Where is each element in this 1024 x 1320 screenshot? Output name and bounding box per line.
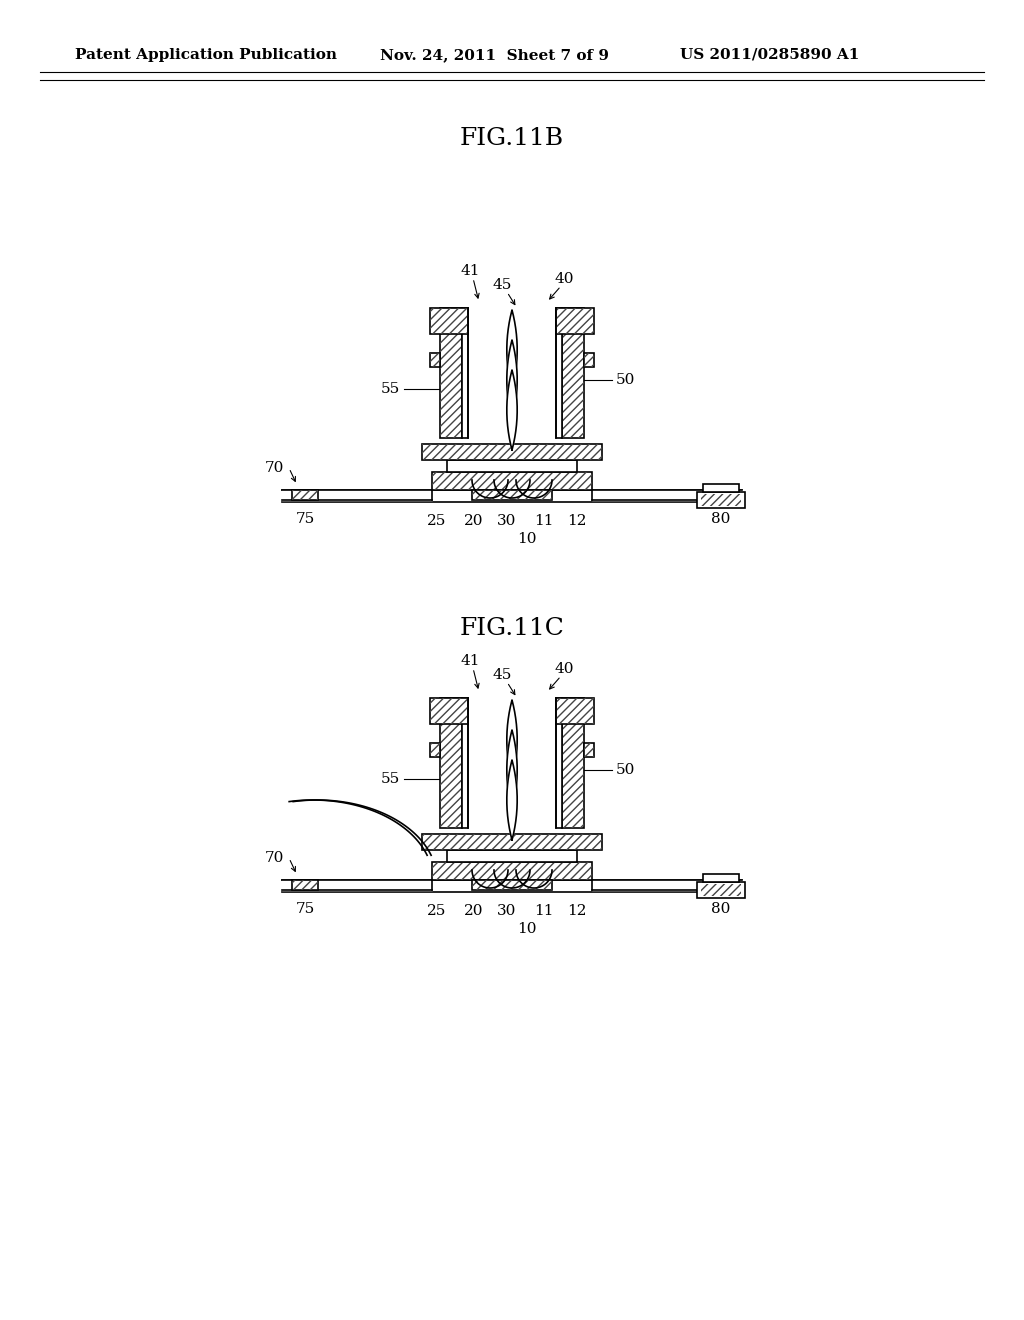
Text: 41: 41 [460,264,480,279]
Bar [430,308,468,334]
Bar [697,882,745,898]
Bar [556,698,594,723]
Bar [472,490,552,500]
Bar [432,473,592,490]
Text: 55: 55 [381,772,400,785]
Bar [556,308,594,334]
Polygon shape [507,370,517,450]
Bar [292,880,318,890]
Bar [432,862,592,880]
Text: 70: 70 [264,461,284,475]
Bar [562,308,584,438]
Bar [422,444,602,459]
Text: 50: 50 [616,372,635,387]
Text: 25: 25 [427,904,446,917]
Text: 12: 12 [567,513,587,528]
Text: 10: 10 [517,921,537,936]
Bar [422,834,602,850]
Bar [432,473,592,490]
Text: 20: 20 [464,513,483,528]
Bar [562,698,584,828]
Bar [292,490,318,500]
Bar [584,742,594,756]
Text: 11: 11 [535,513,554,528]
Polygon shape [507,730,517,810]
Bar [430,352,440,367]
Text: FIG.11B: FIG.11B [460,127,564,150]
Bar [440,698,462,828]
Text: US 2011/0285890 A1: US 2011/0285890 A1 [680,48,859,62]
Bar [447,459,577,473]
Polygon shape [507,700,517,780]
Bar [440,308,462,438]
Bar [422,444,602,459]
Text: 30: 30 [498,904,517,917]
Bar [562,308,584,438]
Text: 75: 75 [295,902,314,916]
Text: Patent Application Publication: Patent Application Publication [75,48,337,62]
Bar [472,880,552,890]
Bar [472,490,552,500]
Polygon shape [507,760,517,840]
Bar [430,352,440,367]
Bar [701,884,741,896]
Text: Nov. 24, 2011  Sheet 7 of 9: Nov. 24, 2011 Sheet 7 of 9 [380,48,609,62]
Bar [697,492,745,508]
Bar [432,862,592,880]
Text: 45: 45 [493,668,512,682]
Bar [422,834,602,850]
Text: 70: 70 [264,851,284,865]
Text: FIG.11C: FIG.11C [460,616,564,640]
Text: 40: 40 [554,272,573,286]
Bar [440,698,462,828]
Text: 11: 11 [535,904,554,917]
Bar [462,698,468,828]
Text: 12: 12 [567,904,587,917]
Bar [584,352,594,367]
Bar [703,874,739,882]
Bar [701,494,741,506]
Text: 41: 41 [460,653,480,668]
Text: 55: 55 [381,381,400,396]
Bar [430,742,440,756]
Text: 80: 80 [712,902,731,916]
Bar [292,880,318,890]
Text: 25: 25 [427,513,446,528]
Bar [556,698,562,828]
Bar [703,484,739,492]
Bar [447,850,577,862]
Bar [292,490,318,500]
Polygon shape [507,341,517,420]
Bar [430,698,468,723]
Text: 20: 20 [464,904,483,917]
Text: 75: 75 [295,512,314,525]
Bar [584,742,594,756]
Text: 40: 40 [554,663,573,676]
Text: 80: 80 [712,512,731,525]
Bar [472,880,552,890]
Bar [584,352,594,367]
Bar [462,308,468,438]
Polygon shape [507,310,517,389]
Text: 50: 50 [616,763,635,776]
Bar [556,308,594,334]
Bar [430,698,468,723]
Bar [430,742,440,756]
Text: 10: 10 [517,532,537,546]
Bar [701,494,741,506]
Bar [556,698,594,723]
Bar [440,308,462,438]
Bar [701,884,741,896]
Text: 45: 45 [493,279,512,292]
Text: 30: 30 [498,513,517,528]
Bar [556,308,562,438]
Bar [430,308,468,334]
Bar [562,698,584,828]
